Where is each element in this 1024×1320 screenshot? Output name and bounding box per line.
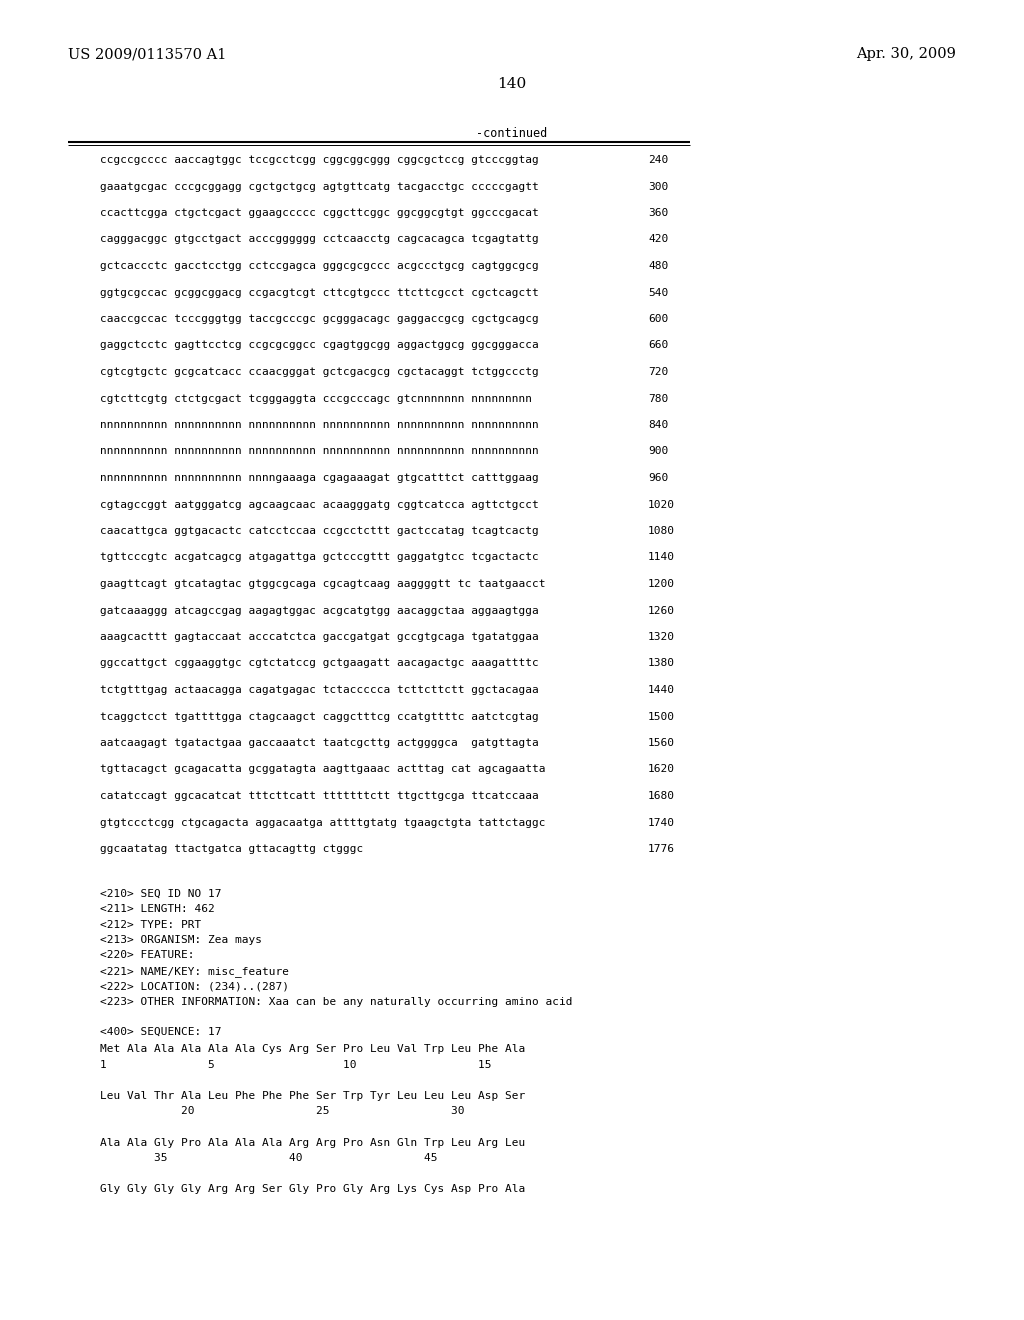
Text: gctcaccctc gacctcctgg cctccgagca gggcgcgccc acgccctgcg cagtggcgcg: gctcaccctc gacctcctgg cctccgagca gggcgcg…: [100, 261, 539, 271]
Text: 1020: 1020: [648, 499, 675, 510]
Text: 360: 360: [648, 209, 669, 218]
Text: <213> ORGANISM: Zea mays: <213> ORGANISM: Zea mays: [100, 935, 262, 945]
Text: <220> FEATURE:: <220> FEATURE:: [100, 950, 195, 961]
Text: nnnnnnnnnn nnnnnnnnnn nnnngaaaga cgagaaagat gtgcatttct catttggaag: nnnnnnnnnn nnnnnnnnnn nnnngaaaga cgagaaa…: [100, 473, 539, 483]
Text: 1260: 1260: [648, 606, 675, 615]
Text: 20                  25                  30: 20 25 30: [100, 1106, 465, 1117]
Text: tgttcccgtc acgatcagcg atgagattga gctcccgttt gaggatgtcc tcgactactc: tgttcccgtc acgatcagcg atgagattga gctcccg…: [100, 553, 539, 562]
Text: 1500: 1500: [648, 711, 675, 722]
Text: 1080: 1080: [648, 525, 675, 536]
Text: 900: 900: [648, 446, 669, 457]
Text: 1680: 1680: [648, 791, 675, 801]
Text: ccacttcgga ctgctcgact ggaagccccc cggcttcggc ggcggcgtgt ggcccgacat: ccacttcgga ctgctcgact ggaagccccc cggcttc…: [100, 209, 539, 218]
Text: tctgtttgag actaacagga cagatgagac tctaccccca tcttcttctt ggctacagaa: tctgtttgag actaacagga cagatgagac tctaccc…: [100, 685, 539, 696]
Text: Gly Gly Gly Gly Arg Arg Ser Gly Pro Gly Arg Lys Cys Asp Pro Ala: Gly Gly Gly Gly Arg Arg Ser Gly Pro Gly …: [100, 1184, 525, 1195]
Text: 1560: 1560: [648, 738, 675, 748]
Text: <222> LOCATION: (234)..(287): <222> LOCATION: (234)..(287): [100, 982, 289, 991]
Text: 840: 840: [648, 420, 669, 430]
Text: 1200: 1200: [648, 579, 675, 589]
Text: cgtagccggt aatgggatcg agcaagcaac acaagggatg cggtcatcca agttctgcct: cgtagccggt aatgggatcg agcaagcaac acaaggg…: [100, 499, 539, 510]
Text: 240: 240: [648, 154, 669, 165]
Text: catatccagt ggcacatcat tttcttcatt tttttttctt ttgcttgcga ttcatccaaa: catatccagt ggcacatcat tttcttcatt ttttttt…: [100, 791, 539, 801]
Text: 1620: 1620: [648, 764, 675, 775]
Text: 35                  40                  45: 35 40 45: [100, 1152, 437, 1163]
Text: 300: 300: [648, 181, 669, 191]
Text: caaccgccac tcccgggtgg taccgcccgc gcgggacagc gaggaccgcg cgctgcagcg: caaccgccac tcccgggtgg taccgcccgc gcgggac…: [100, 314, 539, 323]
Text: <400> SEQUENCE: 17: <400> SEQUENCE: 17: [100, 1027, 221, 1036]
Text: <211> LENGTH: 462: <211> LENGTH: 462: [100, 904, 215, 913]
Text: nnnnnnnnnn nnnnnnnnnn nnnnnnnnnn nnnnnnnnnn nnnnnnnnnn nnnnnnnnnn: nnnnnnnnnn nnnnnnnnnn nnnnnnnnnn nnnnnnn…: [100, 420, 539, 430]
Text: ggccattgct cggaaggtgc cgtctatccg gctgaagatt aacagactgc aaagattttc: ggccattgct cggaaggtgc cgtctatccg gctgaag…: [100, 659, 539, 668]
Text: caacattgca ggtgacactc catcctccaa ccgcctcttt gactccatag tcagtcactg: caacattgca ggtgacactc catcctccaa ccgcctc…: [100, 525, 539, 536]
Text: 420: 420: [648, 235, 669, 244]
Text: 1740: 1740: [648, 817, 675, 828]
Text: 1440: 1440: [648, 685, 675, 696]
Text: 540: 540: [648, 288, 669, 297]
Text: Met Ala Ala Ala Ala Ala Cys Arg Ser Pro Leu Val Trp Leu Phe Ala: Met Ala Ala Ala Ala Ala Cys Arg Ser Pro …: [100, 1044, 525, 1055]
Text: <221> NAME/KEY: misc_feature: <221> NAME/KEY: misc_feature: [100, 966, 289, 977]
Text: Apr. 30, 2009: Apr. 30, 2009: [856, 48, 956, 61]
Text: Ala Ala Gly Pro Ala Ala Ala Arg Arg Pro Asn Gln Trp Leu Arg Leu: Ala Ala Gly Pro Ala Ala Ala Arg Arg Pro …: [100, 1138, 525, 1147]
Text: 140: 140: [498, 77, 526, 91]
Text: gaagttcagt gtcatagtac gtggcgcaga cgcagtcaag aaggggtt tc taatgaacct: gaagttcagt gtcatagtac gtggcgcaga cgcagtc…: [100, 579, 546, 589]
Text: aaagcacttt gagtaccaat acccatctca gaccgatgat gccgtgcaga tgatatggaa: aaagcacttt gagtaccaat acccatctca gaccgat…: [100, 632, 539, 642]
Text: <212> TYPE: PRT: <212> TYPE: PRT: [100, 920, 202, 929]
Text: gaaatgcgac cccgcggagg cgctgctgcg agtgttcatg tacgacctgc cccccgagtt: gaaatgcgac cccgcggagg cgctgctgcg agtgttc…: [100, 181, 539, 191]
Text: 660: 660: [648, 341, 669, 351]
Text: 720: 720: [648, 367, 669, 378]
Text: gaggctcctc gagttcctcg ccgcgcggcc cgagtggcgg aggactggcg ggcgggacca: gaggctcctc gagttcctcg ccgcgcggcc cgagtgg…: [100, 341, 539, 351]
Text: 780: 780: [648, 393, 669, 404]
Text: ccgccgcccc aaccagtggc tccgcctcgg cggcggcggg cggcgctccg gtcccggtag: ccgccgcccc aaccagtggc tccgcctcgg cggcggc…: [100, 154, 539, 165]
Text: 600: 600: [648, 314, 669, 323]
Text: 480: 480: [648, 261, 669, 271]
Text: tcaggctcct tgattttgga ctagcaagct caggctttcg ccatgttttc aatctcgtag: tcaggctcct tgattttgga ctagcaagct caggctt…: [100, 711, 539, 722]
Text: tgttacagct gcagacatta gcggatagta aagttgaaac actttag cat agcagaatta: tgttacagct gcagacatta gcggatagta aagttga…: [100, 764, 546, 775]
Text: -continued: -continued: [476, 127, 548, 140]
Text: ggtgcgccac gcggcggacg ccgacgtcgt cttcgtgccc ttcttcgcct cgctcagctt: ggtgcgccac gcggcggacg ccgacgtcgt cttcgtg…: [100, 288, 539, 297]
Text: cagggacggc gtgcctgact acccgggggg cctcaacctg cagcacagca tcgagtattg: cagggacggc gtgcctgact acccgggggg cctcaac…: [100, 235, 539, 244]
Text: aatcaagagt tgatactgaa gaccaaatct taatcgcttg actggggca  gatgttagta: aatcaagagt tgatactgaa gaccaaatct taatcgc…: [100, 738, 539, 748]
Text: <210> SEQ ID NO 17: <210> SEQ ID NO 17: [100, 888, 221, 899]
Text: Leu Val Thr Ala Leu Phe Phe Phe Ser Trp Tyr Leu Leu Leu Asp Ser: Leu Val Thr Ala Leu Phe Phe Phe Ser Trp …: [100, 1092, 525, 1101]
Text: 1320: 1320: [648, 632, 675, 642]
Text: <223> OTHER INFORMATION: Xaa can be any naturally occurring amino acid: <223> OTHER INFORMATION: Xaa can be any …: [100, 997, 572, 1007]
Text: 960: 960: [648, 473, 669, 483]
Text: 1140: 1140: [648, 553, 675, 562]
Text: 1               5                   10                  15: 1 5 10 15: [100, 1060, 492, 1071]
Text: 1776: 1776: [648, 843, 675, 854]
Text: gtgtccctcgg ctgcagacta aggacaatga attttgtatg tgaagctgta tattctaggc: gtgtccctcgg ctgcagacta aggacaatga attttg…: [100, 817, 546, 828]
Text: cgtcgtgctc gcgcatcacc ccaacgggat gctcgacgcg cgctacaggt tctggccctg: cgtcgtgctc gcgcatcacc ccaacgggat gctcgac…: [100, 367, 539, 378]
Text: US 2009/0113570 A1: US 2009/0113570 A1: [68, 48, 226, 61]
Text: gatcaaaggg atcagccgag aagagtggac acgcatgtgg aacaggctaa aggaagtgga: gatcaaaggg atcagccgag aagagtggac acgcatg…: [100, 606, 539, 615]
Text: ggcaatatag ttactgatca gttacagttg ctgggc: ggcaatatag ttactgatca gttacagttg ctgggc: [100, 843, 364, 854]
Text: nnnnnnnnnn nnnnnnnnnn nnnnnnnnnn nnnnnnnnnn nnnnnnnnnn nnnnnnnnnn: nnnnnnnnnn nnnnnnnnnn nnnnnnnnnn nnnnnnn…: [100, 446, 539, 457]
Text: cgtcttcgtg ctctgcgact tcgggaggta cccgcccagc gtcnnnnnnn nnnnnnnnn: cgtcttcgtg ctctgcgact tcgggaggta cccgccc…: [100, 393, 532, 404]
Text: 1380: 1380: [648, 659, 675, 668]
